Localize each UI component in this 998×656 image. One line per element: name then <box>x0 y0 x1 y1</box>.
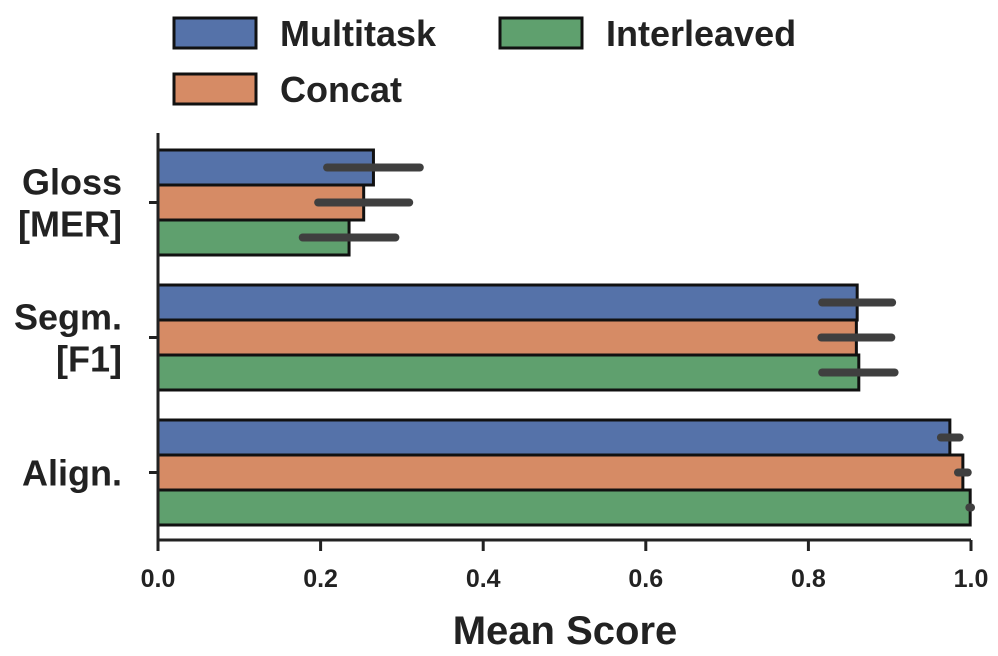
bar-concat-1 <box>156 318 858 357</box>
x-tick-label: 1.0 <box>954 565 989 593</box>
x-tick-label: 0.6 <box>628 565 663 593</box>
bar-multitask-2 <box>156 418 952 457</box>
x-tick-label: 0.8 <box>791 565 826 593</box>
legend-item-interleaved: Interleaved <box>498 13 796 54</box>
legend-label: Concat <box>280 69 402 110</box>
category-label: Gloss <box>22 162 122 203</box>
category-label: Segm. <box>14 297 122 338</box>
legend-swatch <box>172 72 258 106</box>
legend-item-multitask: Multitask <box>172 13 437 54</box>
legend: Multitask Concat Interleaved <box>172 13 796 110</box>
error-bars-group <box>298 163 975 512</box>
legend-swatch <box>172 16 258 50</box>
x-ticks: 0.0 0.2 0.4 0.6 0.8 1.0 <box>141 540 989 593</box>
bar-multitask-1 <box>156 283 859 322</box>
category-label: [F1] <box>56 339 122 380</box>
legend-label: Multitask <box>280 13 437 54</box>
x-tick-label: 0.0 <box>141 565 176 593</box>
legend-item-concat: Concat <box>172 69 402 110</box>
bar-concat-2 <box>156 453 965 492</box>
category-labels: Gloss[MER] Segm.[F1] Align. <box>14 162 158 494</box>
category-label: Align. <box>22 453 122 494</box>
bar-interleaved-2 <box>156 488 972 527</box>
x-tick-label: 0.2 <box>303 565 338 593</box>
x-axis-label: Mean Score <box>453 609 678 653</box>
bar-interleaved-1 <box>156 353 861 392</box>
legend-swatch <box>498 16 584 50</box>
category-label: [MER] <box>18 204 122 245</box>
x-tick-label: 0.4 <box>466 565 501 593</box>
legend-label: Interleaved <box>606 13 796 54</box>
